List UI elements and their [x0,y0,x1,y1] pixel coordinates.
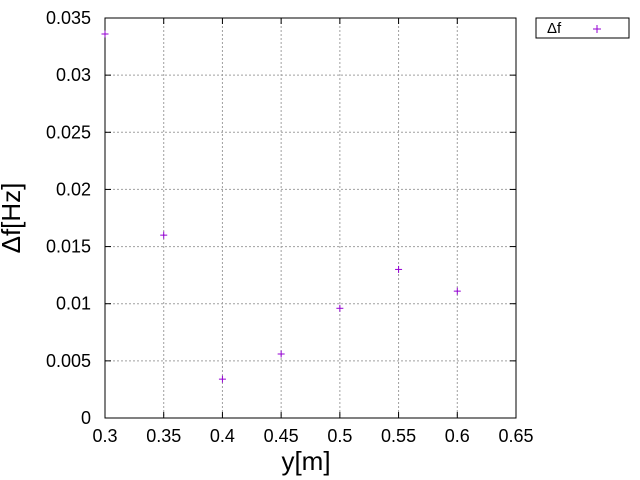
legend-box [535,17,630,39]
x-tick-label: 0.55 [381,426,416,446]
data-point [160,231,168,239]
y-tick-label: 0 [81,408,91,428]
axis-ticks [104,17,517,419]
x-tick-label: 0.35 [146,426,181,446]
data-point [453,287,461,295]
x-tick-label: 0.5 [327,426,352,446]
data-points [101,30,461,383]
y-tick-label: 0.015 [46,237,91,257]
x-tick-label: 0.65 [498,426,533,446]
x-tick-label: 0.6 [445,426,470,446]
legend-label: Δf [547,20,562,37]
legend-marker [593,25,601,33]
y-tick-label: 0.02 [56,179,91,199]
y-tick-label: 0.03 [56,65,91,85]
data-point [218,375,226,383]
x-tick-label: 0.4 [210,426,235,446]
y-tick-label: 0.01 [56,294,91,314]
tick-labels: 0.3 0.35 0.4 0.45 0.5 0.55 0.6 0.65 0 0.005 0.01 0.… [46,8,534,446]
data-point [101,30,109,38]
x-axis-label: y[m] [281,446,330,476]
legend: Δf [535,17,630,39]
x-tick-label: 0.45 [264,426,299,446]
y-axis-label: Δf[Hz] [0,183,26,254]
data-point [277,350,285,358]
data-point [336,304,344,312]
y-tick-label: 0.025 [46,122,91,142]
x-tick-label: 0.3 [92,426,117,446]
grid-lines [105,18,516,418]
data-point [395,265,403,273]
y-tick-label: 0.005 [46,351,91,371]
y-tick-label: 0.035 [46,8,91,28]
plot-area-frame [104,17,517,419]
